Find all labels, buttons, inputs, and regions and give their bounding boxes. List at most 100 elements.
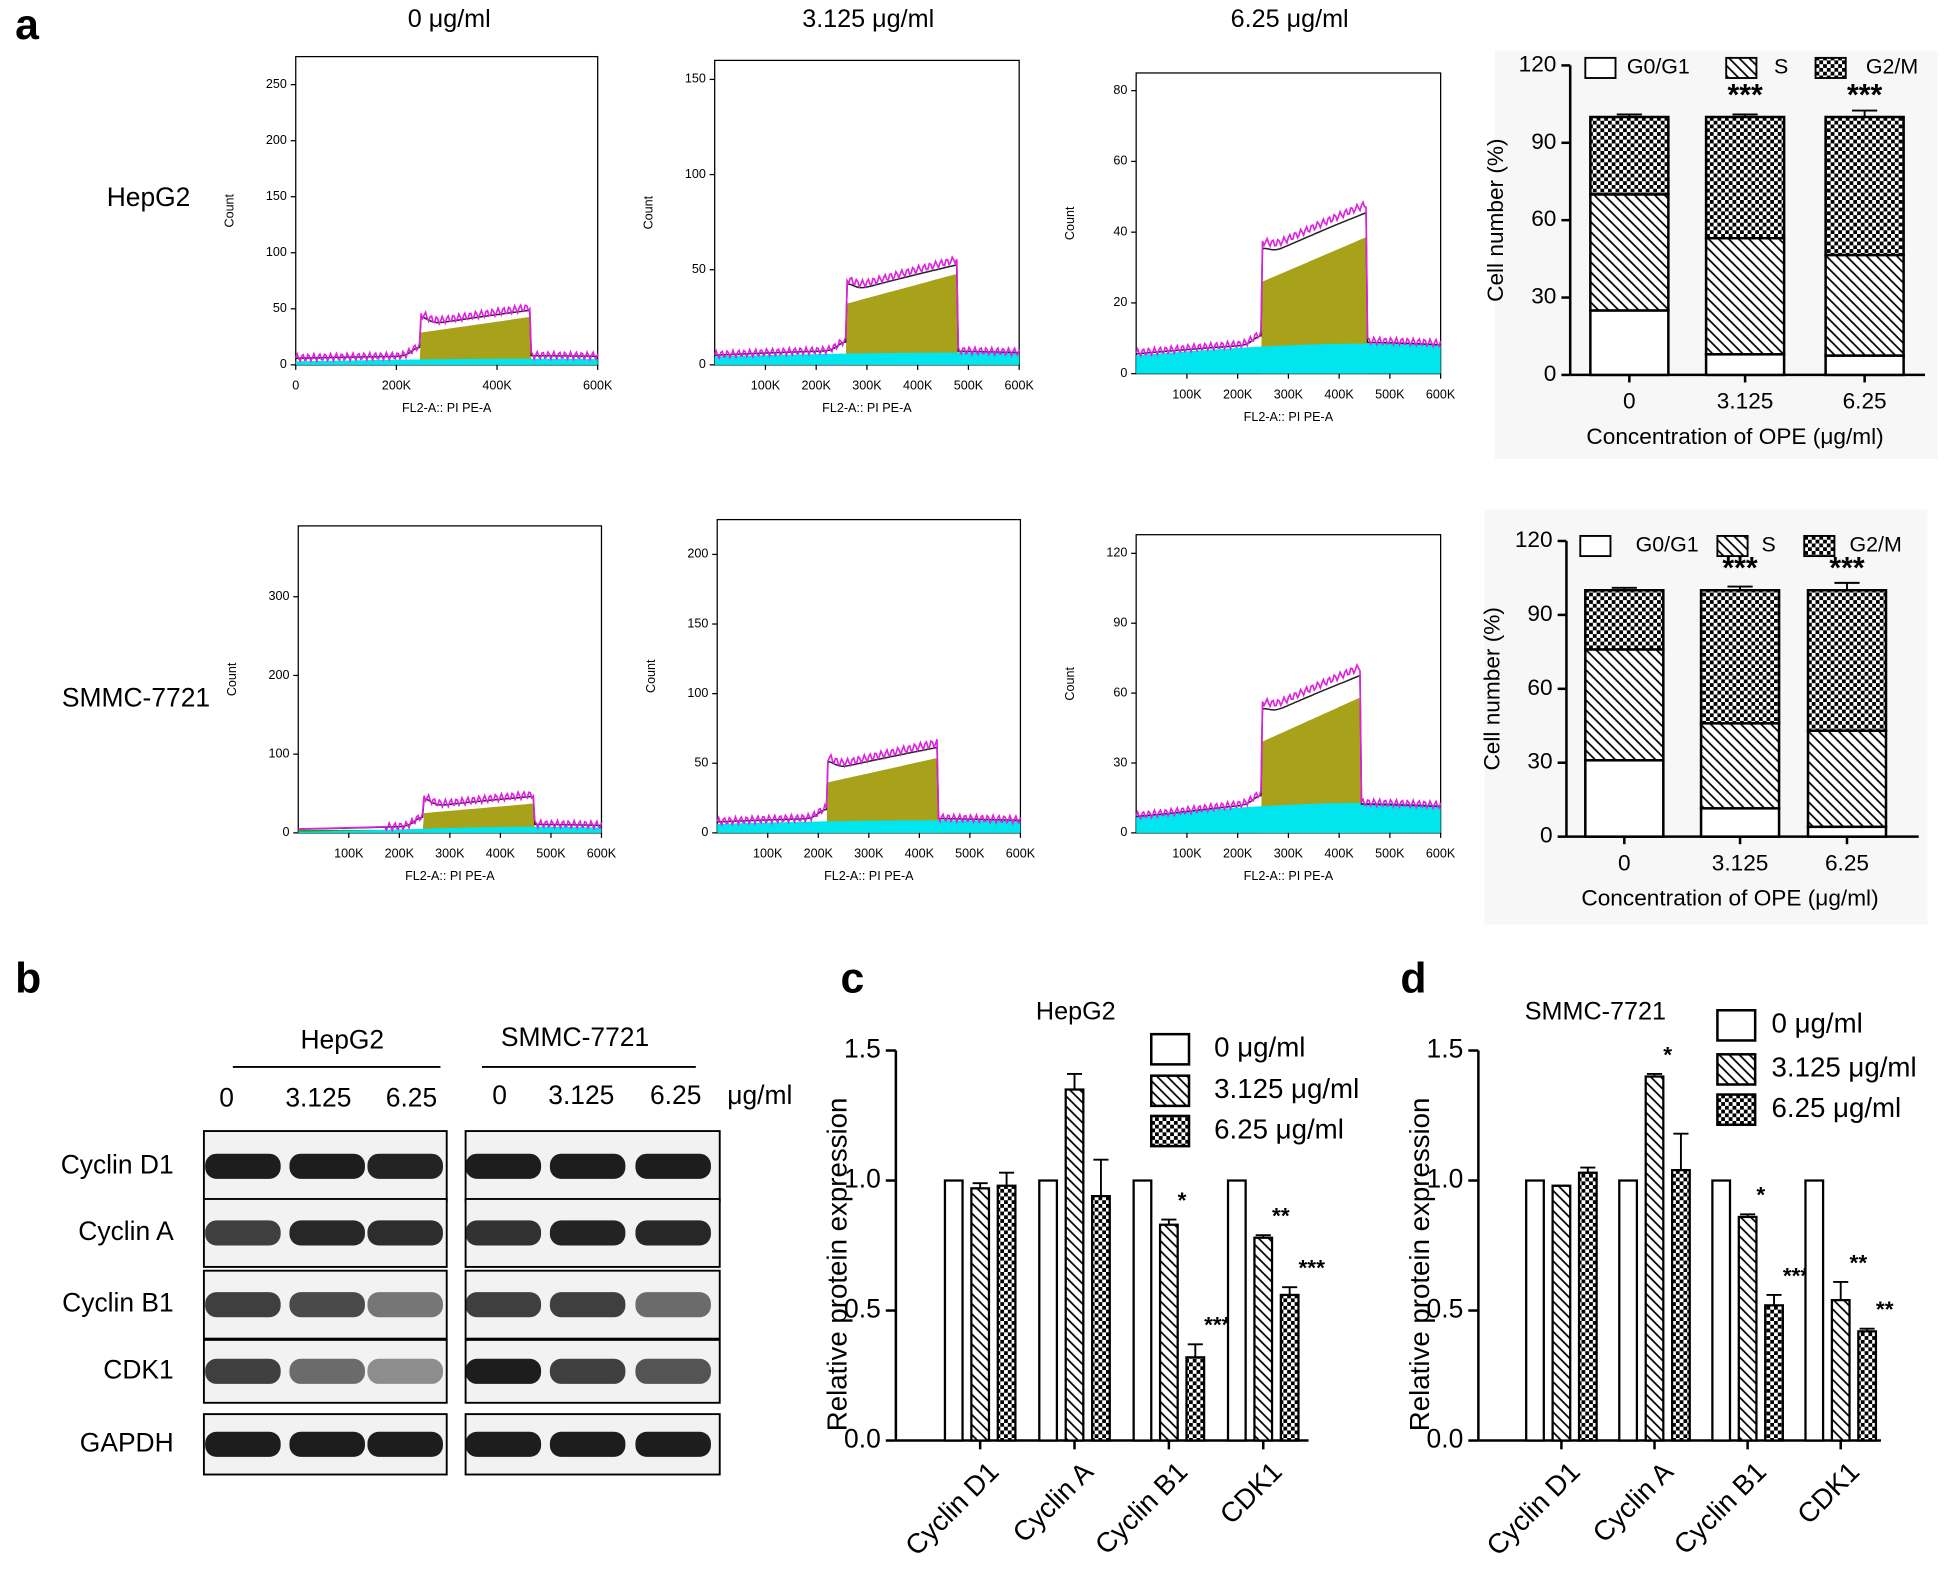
phase-area xyxy=(714,352,1020,365)
y-tick-label: 0 xyxy=(1120,366,1127,380)
legend-label: S xyxy=(1761,533,1775,557)
phase-area xyxy=(717,758,1021,833)
bar xyxy=(1804,1179,1825,1442)
row-label: SMMC-7721 xyxy=(62,682,210,712)
y-tick-label: 250 xyxy=(266,77,287,91)
blot-band xyxy=(549,1292,626,1318)
x-tick-label: 6.25 xyxy=(1825,850,1869,875)
legend-label: 3.125 μg/ml xyxy=(1772,1052,1917,1083)
y-tick-label: 60 xyxy=(1527,675,1552,700)
column-title: 0 μg/ml xyxy=(408,5,491,33)
bar xyxy=(1038,1179,1059,1442)
blot-band xyxy=(205,1292,281,1318)
blot-band xyxy=(635,1292,711,1318)
bar xyxy=(970,1187,991,1442)
x-tick-label: CDK1 xyxy=(1791,1456,1865,1530)
x-tick-label: 100K xyxy=(753,847,783,861)
bar xyxy=(1737,1215,1758,1442)
bar xyxy=(1091,1195,1111,1442)
x-axis-label: FL2-A:: PI PE-A xyxy=(824,869,914,883)
error-bar xyxy=(1580,1166,1596,1173)
protein-label: Cyclin D1 xyxy=(61,1149,174,1179)
y-tick-label: 50 xyxy=(692,262,706,276)
blot-band xyxy=(635,1358,711,1384)
data-line xyxy=(716,738,1022,827)
bar-segment xyxy=(1806,729,1888,829)
blot-band xyxy=(549,1153,626,1179)
error-bar xyxy=(1859,1327,1875,1332)
y-tick-label: 0.0 xyxy=(1427,1424,1464,1454)
y-tick-label: 1.0 xyxy=(1427,1164,1464,1194)
error-bar xyxy=(1255,1234,1271,1238)
bar xyxy=(1618,1179,1639,1442)
western-blot: HepG2 SMMC-7721 0 3.125 6.25 0 3.125 6.2… xyxy=(61,1022,792,1476)
error-bar xyxy=(1066,1072,1083,1090)
phase-area xyxy=(295,358,598,365)
panel-label: c xyxy=(841,955,865,1003)
blot-band xyxy=(549,1220,626,1246)
y-tick-label: 0 xyxy=(1544,361,1557,386)
bar-segment xyxy=(1589,309,1670,377)
phase-area xyxy=(1136,697,1441,833)
y-tick-label: 30 xyxy=(1113,755,1127,769)
data-line xyxy=(1135,662,1442,821)
legend-swatch xyxy=(1716,535,1749,558)
y-tick-label: 50 xyxy=(694,756,708,770)
bar xyxy=(1185,1356,1206,1442)
y-tick-label: 1.5 xyxy=(1427,1034,1464,1064)
y-tick-label: 30 xyxy=(1531,284,1556,309)
x-tick-label: 500K xyxy=(1375,847,1405,861)
blot-band xyxy=(205,1153,281,1179)
blot-group: SMMC-7721 xyxy=(501,1022,649,1052)
legend-swatch xyxy=(1803,535,1836,558)
x-axis-label: FL2-A:: PI PE-A xyxy=(405,869,495,883)
error-bar xyxy=(1616,113,1642,118)
lane-label: 6.25 xyxy=(650,1080,701,1110)
y-tick-label: 150 xyxy=(685,72,706,86)
error-bar xyxy=(972,1182,988,1189)
blot-band xyxy=(289,1153,365,1179)
x-tick-label: 100K xyxy=(334,847,364,861)
legend-swatch xyxy=(1150,1032,1191,1066)
error-bar xyxy=(1161,1218,1177,1225)
x-tick-label: 300K xyxy=(852,379,882,393)
y-tick-label: 0.0 xyxy=(844,1424,881,1454)
bar-segment xyxy=(1824,354,1905,377)
x-tick-label: 400K xyxy=(486,847,516,861)
x-tick-label: 600K xyxy=(583,379,613,393)
bar xyxy=(1132,1179,1153,1442)
bar xyxy=(1158,1223,1179,1442)
blot-band xyxy=(289,1358,365,1384)
significance: ** xyxy=(1876,1297,1894,1322)
legend-label: 6.25 μg/ml xyxy=(1214,1113,1344,1144)
x-tick-label: 500K xyxy=(536,847,566,861)
phase-area xyxy=(298,803,602,833)
x-tick-label: 500K xyxy=(954,379,984,393)
protein-label: GAPDH xyxy=(80,1427,174,1457)
blot-band xyxy=(465,1292,542,1318)
x-tick-label: 300K xyxy=(854,847,884,861)
blot-band xyxy=(367,1358,443,1384)
y-axis-label: Count xyxy=(1063,206,1077,240)
error-bar xyxy=(1673,1132,1689,1171)
phase-area xyxy=(295,317,598,365)
chart-title: SMMC-7721 xyxy=(1525,997,1666,1025)
blot-group: HepG2 xyxy=(300,1025,384,1055)
bar xyxy=(1064,1088,1085,1442)
blot-band xyxy=(367,1220,443,1246)
y-tick-label: 40 xyxy=(1113,224,1127,238)
bar-segment xyxy=(1699,589,1781,725)
y-tick-label: 1.0 xyxy=(844,1164,881,1194)
panel-label: b xyxy=(15,955,41,1003)
x-tick-label: 300K xyxy=(1274,387,1304,401)
data-line xyxy=(298,789,603,833)
phase-area xyxy=(1136,343,1441,374)
bar-segment xyxy=(1704,353,1786,377)
x-tick-label: Cyclin D1 xyxy=(1480,1456,1586,1562)
bar xyxy=(1644,1075,1665,1442)
blot-band xyxy=(205,1358,281,1384)
y-tick-label: 100 xyxy=(685,167,706,181)
data-line xyxy=(1135,200,1442,358)
y-axis-label: Count xyxy=(642,195,656,229)
